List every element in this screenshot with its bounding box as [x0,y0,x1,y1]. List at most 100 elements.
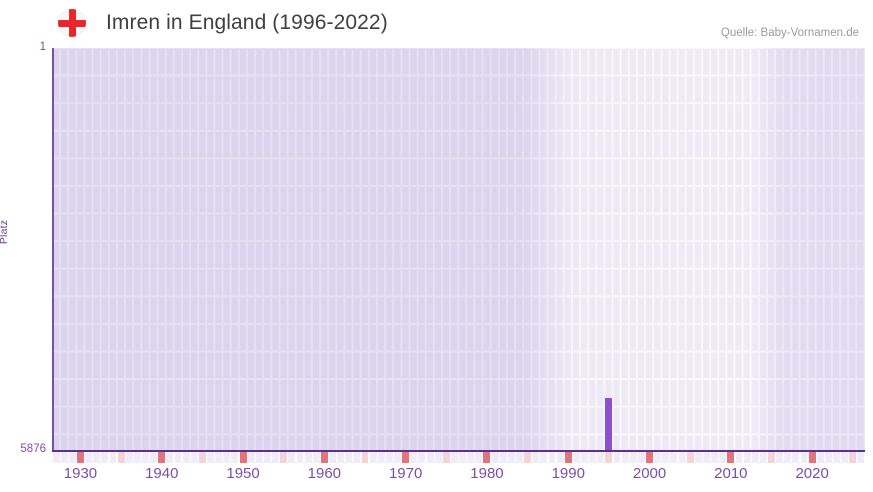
x-axis-line [52,450,865,452]
x-tick-1944 [190,452,198,463]
x-tick-1957 [296,452,304,463]
x-axis-labels: 1930 1940 1950 1960 1970 1980 1990 2000 2010 2020 [0,464,873,490]
x-tick-1966 [369,452,377,463]
x-tick-1998 [629,452,637,463]
x-tick-1956 [288,452,296,463]
x-tick-2002 [662,452,670,463]
x-tick-1928 [60,452,68,463]
x-axis-label-1980: 1980 [470,465,504,482]
x-tick-1933 [101,452,109,463]
x-tick-1985 [524,452,532,463]
x-tick-2013 [751,452,759,463]
x-tick-1936 [125,452,133,463]
x-tick-1960 [320,452,328,463]
x-tick-1929 [68,452,76,463]
x-tick-1954 [272,452,280,463]
x-tick-1927 [52,452,60,463]
y-axis-line [52,48,54,451]
x-tick-2026 [857,452,865,463]
x-tick-2010 [727,452,735,463]
x-tick-1999 [637,452,645,463]
x-tick-1953 [263,452,271,463]
x-tick-1988 [548,452,556,463]
x-axis-tick-strip [52,452,865,463]
x-tick-1950 [239,452,247,463]
x-axis-label-1950: 1950 [226,465,260,482]
x-tick-1965 [361,452,369,463]
x-tick-1948 [223,452,231,463]
x-tick-1939 [150,452,158,463]
x-tick-1946 [207,452,214,463]
x-axis-label-2020: 2020 [795,465,829,482]
x-tick-1962 [337,452,345,463]
x-tick-1934 [109,452,117,463]
x-tick-2009 [719,452,727,463]
x-tick-1995 [605,452,613,463]
x-tick-1997 [621,452,629,463]
england-flag-icon [58,9,86,37]
x-tick-2017 [784,452,792,463]
x-tick-1969 [394,452,401,463]
y-axis-title-label: Platz [0,219,10,245]
x-tick-1978 [467,452,475,463]
x-tick-2025 [849,452,857,463]
x-tick-1963 [345,452,353,463]
x-tick-1984 [516,452,523,463]
x-tick-1930 [76,452,84,463]
x-axis-label-1940: 1940 [145,465,179,482]
x-axis-label-1930: 1930 [63,465,98,482]
x-tick-2021 [816,452,824,463]
x-tick-2004 [678,452,686,463]
x-tick-2007 [703,452,710,463]
x-tick-1961 [329,452,336,463]
x-tick-2001 [654,452,662,463]
x-tick-1981 [491,452,499,463]
y-axis-tick-bottom: 5876 [20,443,46,455]
x-axis-label-1990: 1990 [551,465,585,482]
x-tick-1977 [459,452,467,463]
x-tick-1952 [255,452,263,463]
x-tick-1989 [556,452,564,463]
x-tick-1976 [450,452,458,463]
plot-area [52,48,865,450]
x-tick-2024 [841,452,849,463]
x-tick-2011 [735,452,743,463]
x-tick-1941 [166,452,174,463]
x-axis-label-2010: 2010 [714,465,748,482]
x-tick-1940 [158,452,166,463]
x-tick-2023 [833,452,840,463]
x-tick-1971 [410,452,418,463]
x-axis-label-1960: 1960 [307,465,342,482]
chart-title: Imren in England (1996-2022) [106,11,388,34]
x-tick-1996 [613,452,621,463]
x-tick-1990 [564,452,572,463]
x-tick-2005 [686,452,694,463]
x-tick-2000 [646,452,653,463]
x-tick-1980 [483,452,491,463]
x-tick-1947 [215,452,223,463]
x-tick-2003 [670,452,678,463]
x-axis-label-2000: 2000 [632,465,667,482]
x-tick-1986 [532,452,540,463]
x-tick-2018 [792,452,800,463]
y-axis-tick-top: 1 [39,41,46,53]
x-tick-1992 [581,452,588,463]
x-tick-1942 [174,452,182,463]
x-tick-1937 [133,452,141,463]
x-tick-1982 [499,452,507,463]
plot-gridlines [52,48,865,450]
x-tick-1931 [85,452,93,463]
x-tick-2006 [694,452,702,463]
x-tick-1958 [304,452,312,463]
x-tick-1949 [231,452,239,463]
x-tick-1964 [353,452,361,463]
x-tick-1945 [198,452,206,463]
x-tick-1979 [475,452,483,463]
x-tick-2020 [808,452,816,463]
x-tick-2022 [824,452,832,463]
x-tick-1987 [540,452,548,463]
chart-header: Imren in England (1996-2022) Quelle: Bab… [0,0,873,48]
x-tick-1974 [434,452,442,463]
x-tick-1970 [402,452,410,463]
x-tick-1972 [418,452,426,463]
